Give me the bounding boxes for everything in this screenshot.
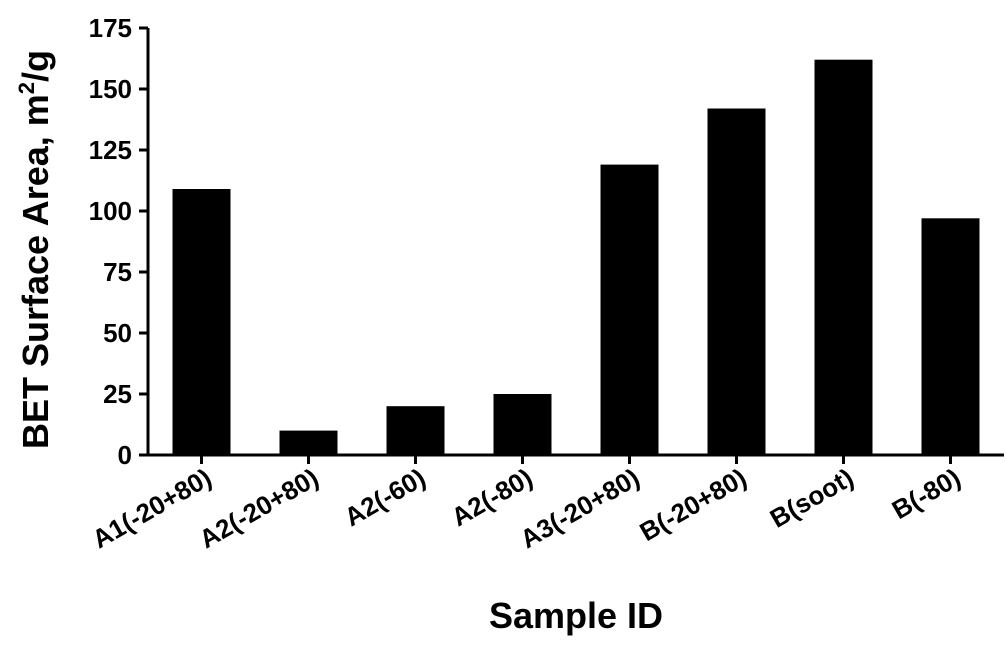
x-tick-label: B(-80) xyxy=(887,462,966,525)
y-tick-label: 50 xyxy=(103,318,132,348)
y-axis-title: BET Surface Area, m2/g xyxy=(14,50,56,449)
x-tick-label: A1(-20+80) xyxy=(87,462,217,554)
y-tick-label: 0 xyxy=(118,440,132,470)
x-tick-label: A2(-80) xyxy=(446,462,537,532)
y-ticks: 0 25 50 75 100 125 150 175 xyxy=(89,13,148,470)
bars-layer xyxy=(172,59,980,455)
x-tick-label: B(soot) xyxy=(765,462,859,533)
y-tick-label: 175 xyxy=(89,13,132,43)
y-tick-label: 75 xyxy=(103,257,132,287)
bar xyxy=(814,59,873,455)
x-axis-title: Sample ID xyxy=(489,595,663,636)
x-tick-label: A2(-20+80) xyxy=(194,462,324,554)
bar xyxy=(279,430,338,455)
y-axis-title-main: BET Surface Area, m xyxy=(15,94,56,449)
y-tick-label: 150 xyxy=(89,74,132,104)
x-tick-label: B(-20+80) xyxy=(634,462,751,547)
x-tick-label: A2(-60) xyxy=(339,462,430,532)
bar xyxy=(600,164,659,455)
y-tick-label: 100 xyxy=(89,196,132,226)
y-tick-label: 25 xyxy=(103,379,132,409)
bar xyxy=(386,406,445,455)
y-axis-title-superscript: 2 xyxy=(14,82,39,94)
bar xyxy=(493,394,552,455)
x-ticks: A1(-20+80)A2(-20+80) A2(-60) A2(-80)A3(-20… xyxy=(87,455,966,554)
x-tick-label: A3(-20+80) xyxy=(515,462,645,554)
y-tick-label: 125 xyxy=(89,135,132,165)
y-axis-title-suffix: /g xyxy=(15,50,56,82)
bar xyxy=(921,218,980,455)
bar xyxy=(707,108,766,455)
axes-layer xyxy=(146,28,1004,457)
bar xyxy=(172,189,231,455)
